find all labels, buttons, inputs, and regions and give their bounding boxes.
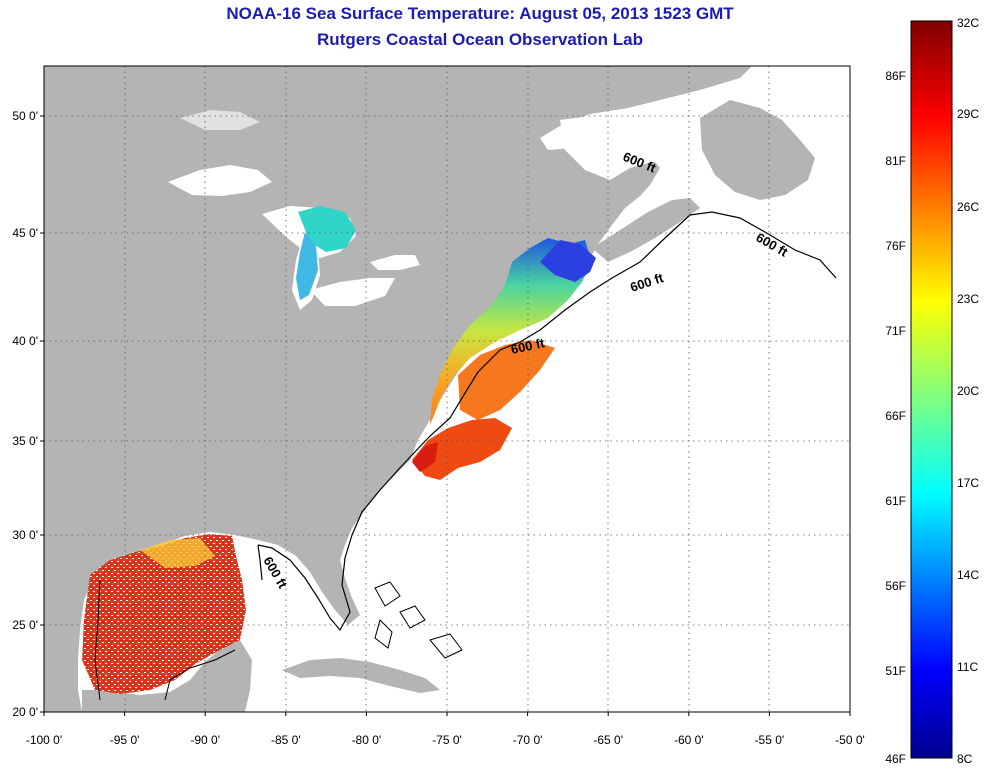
- land-mexico: [82, 640, 252, 712]
- lat-tick-label: 20 0': [12, 705, 38, 719]
- latitude-axis: 50 0' 45 0' 40 0' 35 0' 30 0' 25 0' 20 0': [12, 109, 44, 719]
- colorbar: [910, 20, 953, 759]
- colorbar-celsius-label: 8C: [957, 752, 973, 766]
- sst-mid-atlantic-offshore: [458, 340, 555, 420]
- colorbar-celsius-label: 26C: [957, 200, 979, 214]
- colorbar-celsius-label: 17C: [957, 476, 979, 490]
- lon-tick-label: -80 0': [352, 733, 382, 747]
- lat-tick-label: 35 0': [12, 434, 38, 448]
- colorbar-fahrenheit-label: 51F: [885, 664, 906, 678]
- sst-northeast-shelf: [430, 238, 592, 425]
- colorbar-fahrenheit-label: 76F: [885, 239, 906, 253]
- lat-tick-label: 45 0': [12, 226, 38, 240]
- sst-lake-michigan: [296, 232, 318, 300]
- map-subtitle: Rutgers Coastal Ocean Observation Lab: [317, 30, 643, 49]
- colorbar-celsius-labels: 32C 29C 26C 23C 20C 17C 14C 11C 8C: [957, 16, 979, 766]
- lon-tick-label: -65 0': [593, 733, 623, 747]
- lon-tick-label: -60 0': [674, 733, 704, 747]
- colorbar-fahrenheit-label: 56F: [885, 579, 906, 593]
- land-north-america: [44, 66, 752, 712]
- lon-tick-label: -85 0': [271, 733, 301, 747]
- sst-hatteras: [412, 418, 512, 480]
- colorbar-celsius-label: 32C: [957, 16, 979, 30]
- colorbar-fahrenheit-label: 66F: [885, 409, 906, 423]
- colorbar-fahrenheit-label: 71F: [885, 324, 906, 338]
- colorbar-fahrenheit-label: 86F: [885, 69, 906, 83]
- lon-tick-label: -90 0': [190, 733, 220, 747]
- lat-tick-label: 30 0': [12, 528, 38, 542]
- colorbar-celsius-label: 23C: [957, 292, 979, 306]
- lon-tick-label: -100 0': [26, 733, 62, 747]
- colorbar-celsius-label: 14C: [957, 568, 979, 582]
- land-newfoundland: [700, 100, 815, 200]
- longitude-axis: -100 0' -95 0' -90 0' -85 0' -80 0' -75 0' -70…: [26, 712, 865, 747]
- land-cuba: [282, 658, 440, 693]
- sst-lake-huron: [298, 206, 356, 252]
- colorbar-celsius-label: 29C: [957, 107, 979, 121]
- colorbar-fahrenheit-label: 61F: [885, 494, 906, 508]
- sst-gulf-of-mexico: [82, 534, 246, 694]
- lon-tick-label: -75 0': [432, 733, 462, 747]
- lon-tick-label: -50 0': [835, 733, 865, 747]
- lon-tick-label: -70 0': [513, 733, 543, 747]
- colorbar-fahrenheit-labels: 86F 81F 76F 71F 66F 61F 56F 51F 46F: [885, 69, 906, 766]
- contour-label-mid-atlantic: 600 ft: [510, 335, 547, 357]
- colorbar-fahrenheit-label: 46F: [885, 752, 906, 766]
- lat-tick-label: 25 0': [12, 618, 38, 632]
- land-nova-scotia: [592, 198, 700, 262]
- sst-hatteras-hot: [412, 442, 438, 472]
- lon-tick-label: -55 0': [755, 733, 785, 747]
- lon-tick-label: -95 0': [110, 733, 140, 747]
- colorbar-celsius-label: 20C: [957, 384, 979, 398]
- colorbar-celsius-label: 11C: [957, 660, 978, 674]
- graticule: [44, 66, 850, 712]
- lat-tick-label: 50 0': [12, 109, 38, 123]
- sst-gulf-warm-patch: [140, 538, 215, 568]
- isobath-600ft: [257, 211, 837, 632]
- map-title: NOAA-16 Sea Surface Temperature: August …: [226, 4, 734, 23]
- lat-tick-label: 40 0': [12, 334, 38, 348]
- sst-gulf-of-maine: [540, 240, 596, 282]
- isobath-600ft-gulf: [94, 579, 236, 701]
- colorbar-fahrenheit-label: 81F: [885, 154, 906, 168]
- bahamas-islands: [374, 581, 463, 659]
- map-layers: 600 ft 600 ft 600 ft 600 ft 600 ft: [44, 66, 850, 712]
